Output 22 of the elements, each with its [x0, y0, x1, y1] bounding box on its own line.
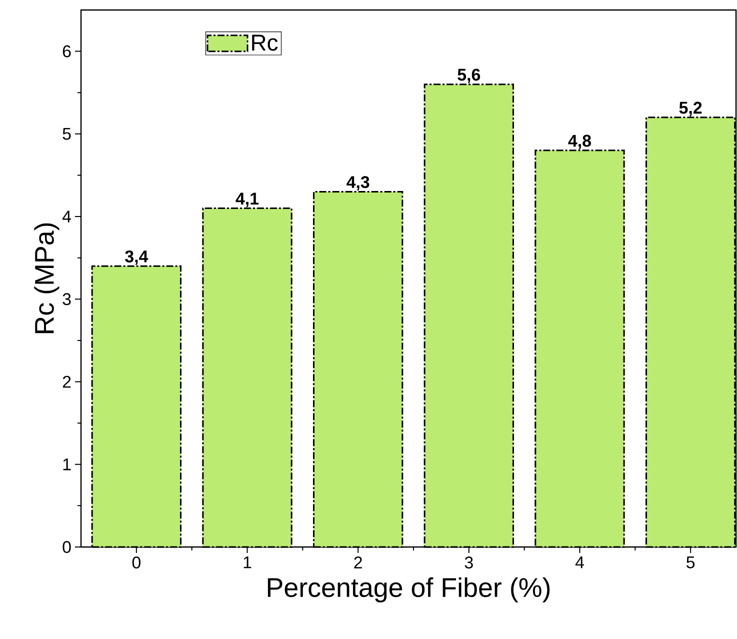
legend-label: Rc [252, 34, 278, 51]
x-tick-label: 5 [686, 556, 695, 568]
data-label: 5,6 [458, 68, 480, 84]
x-tick-label: 1 [244, 556, 252, 568]
data-label: 4,3 [346, 176, 370, 191]
data-label: 4,8 [568, 134, 591, 150]
y-tick-label: 6 [62, 45, 71, 58]
x-tick-label: 0 [132, 556, 140, 568]
y-tick-label: 2 [62, 376, 71, 388]
x-tick-label: 3 [464, 556, 473, 568]
y-tick-label: 5 [62, 128, 71, 140]
y-tick-label: 3 [62, 293, 71, 306]
y-tick-label: 1 [63, 458, 71, 470]
x-tick-label: 2 [354, 556, 362, 568]
y-axis-title: Rc (MPa) [34, 223, 60, 334]
data-label: 3,4 [125, 250, 148, 265]
data-label: 5,2 [679, 102, 702, 116]
x-tick-label: 4 [575, 556, 584, 568]
data-label: 4,1 [236, 192, 259, 208]
y-tick-label: 0 [62, 540, 71, 553]
y-tick-label: 4 [62, 210, 71, 222]
x-axis-title: Percentage of Fiber (%) [268, 577, 550, 602]
